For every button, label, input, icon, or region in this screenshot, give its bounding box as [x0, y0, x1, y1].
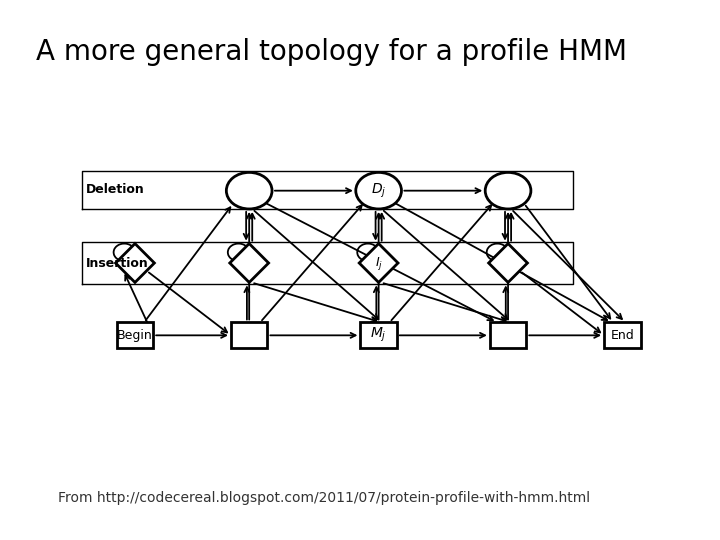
- Polygon shape: [359, 244, 398, 282]
- FancyBboxPatch shape: [231, 322, 267, 348]
- Text: Deletion: Deletion: [86, 184, 145, 197]
- Text: From http://codecereal.blogspot.com/2011/07/protein-profile-with-hmm.html: From http://codecereal.blogspot.com/2011…: [58, 491, 590, 505]
- Ellipse shape: [485, 172, 531, 209]
- Text: End: End: [611, 329, 634, 342]
- Polygon shape: [489, 244, 528, 282]
- Text: $D_j$: $D_j$: [371, 181, 387, 200]
- Text: $I_j$: $I_j$: [374, 254, 382, 272]
- Polygon shape: [230, 244, 269, 282]
- FancyBboxPatch shape: [360, 322, 397, 348]
- Text: $M_j$: $M_j$: [370, 326, 387, 345]
- FancyBboxPatch shape: [117, 322, 153, 348]
- Ellipse shape: [226, 172, 272, 209]
- FancyBboxPatch shape: [490, 322, 526, 348]
- Ellipse shape: [356, 172, 402, 209]
- Text: Insertion: Insertion: [86, 256, 149, 269]
- FancyBboxPatch shape: [604, 322, 641, 348]
- Text: Begin: Begin: [117, 329, 153, 342]
- Polygon shape: [116, 244, 154, 282]
- Text: A more general topology for a profile HMM: A more general topology for a profile HM…: [36, 38, 627, 66]
